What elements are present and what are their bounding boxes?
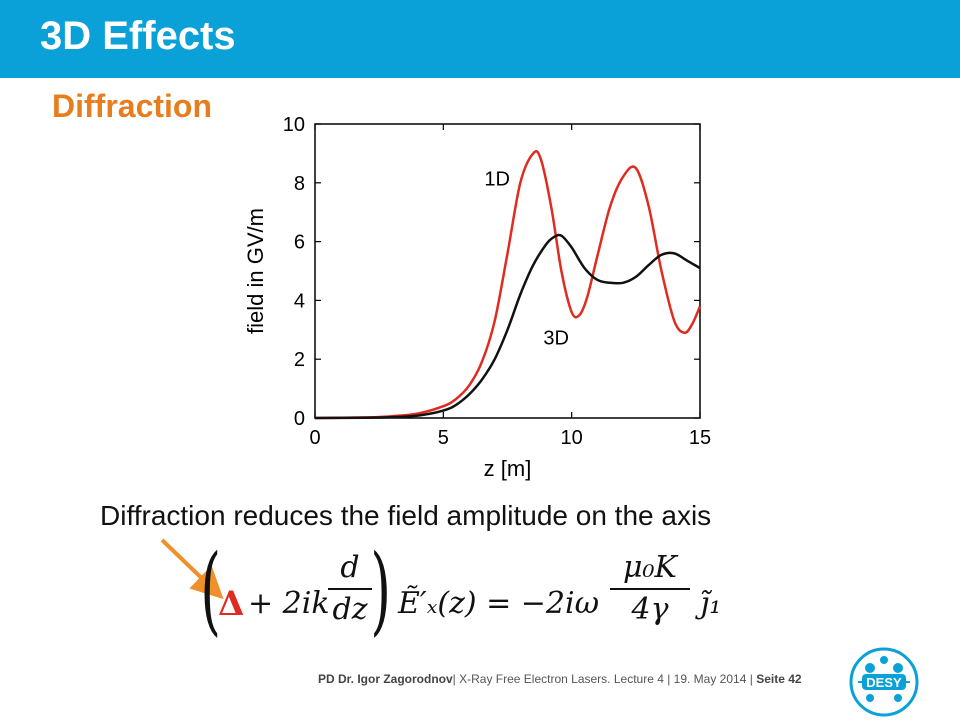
- x-tick-label: 15: [689, 427, 711, 449]
- footer-page: Seite 42: [756, 672, 802, 686]
- pointer-arrow-icon: [160, 538, 224, 600]
- y-tick-label: 2: [294, 349, 305, 371]
- x-axis-label: z [m]: [484, 456, 532, 481]
- term-2ik: + 2ik: [248, 586, 330, 621]
- d-dz-fraction: d dz: [328, 550, 372, 628]
- footer: PD Dr. Igor Zagorodnov| X-Ray Free Elect…: [318, 672, 802, 686]
- fraction-bar: [328, 588, 372, 590]
- x-tick-label: 10: [561, 427, 583, 449]
- desy-logo: DESY: [849, 647, 919, 717]
- mu-denominator: 4γ: [631, 592, 669, 627]
- right-paren: ): [370, 534, 392, 646]
- diffraction-equation: ( Δ + 2ik d dz ) Ẽ′ₓ(z) = −2iω μ₀K 4γ j̃…: [192, 534, 752, 658]
- y-tick-label: 6: [294, 232, 305, 254]
- section-subtitle: Diffraction: [52, 88, 212, 124]
- series-line-3D: [314, 233, 701, 420]
- fraction-bar: [610, 588, 690, 590]
- slide-title: 3D Effects: [40, 14, 236, 58]
- mu-numerator: μ₀K: [623, 550, 677, 585]
- x-tick-label: 5: [438, 427, 449, 449]
- y-tick-label: 8: [294, 173, 305, 195]
- y-tick-label: 4: [294, 290, 305, 312]
- y-tick-label: 10: [283, 114, 305, 136]
- mu-fraction: μ₀K 4γ: [610, 550, 690, 628]
- logo-text: DESY: [866, 675, 902, 690]
- d-numerator: d: [340, 550, 360, 585]
- y-tick-label: 0: [294, 408, 305, 430]
- delta-operator: Δ: [218, 584, 245, 624]
- caption: Diffraction reduces the field amplitude …: [100, 500, 712, 531]
- current-term: j̃₁: [700, 586, 722, 621]
- dz-denominator: dz: [332, 592, 368, 627]
- series-label-3D: 3D: [543, 328, 569, 350]
- series-label-1D: 1D: [484, 169, 510, 191]
- footer-details: | X-Ray Free Electron Lasers. Lecture 4 …: [452, 672, 753, 686]
- x-tick-label: 0: [309, 427, 320, 449]
- plot-frame: [314, 123, 701, 419]
- series-line-1D: [314, 150, 702, 420]
- left-paren: (: [200, 534, 222, 646]
- field-term: Ẽ′ₓ(z) = −2iω: [398, 586, 600, 621]
- y-axis-label: field in GV/m: [243, 208, 268, 334]
- slide-header: 3D Effects: [0, 0, 960, 78]
- field-chart: 0 5 10 15 0 2 4 6 8 10 z [m] field in GV/m 1D 3D: [243, 114, 711, 481]
- footer-author: PD Dr. Igor Zagorodnov: [318, 672, 453, 686]
